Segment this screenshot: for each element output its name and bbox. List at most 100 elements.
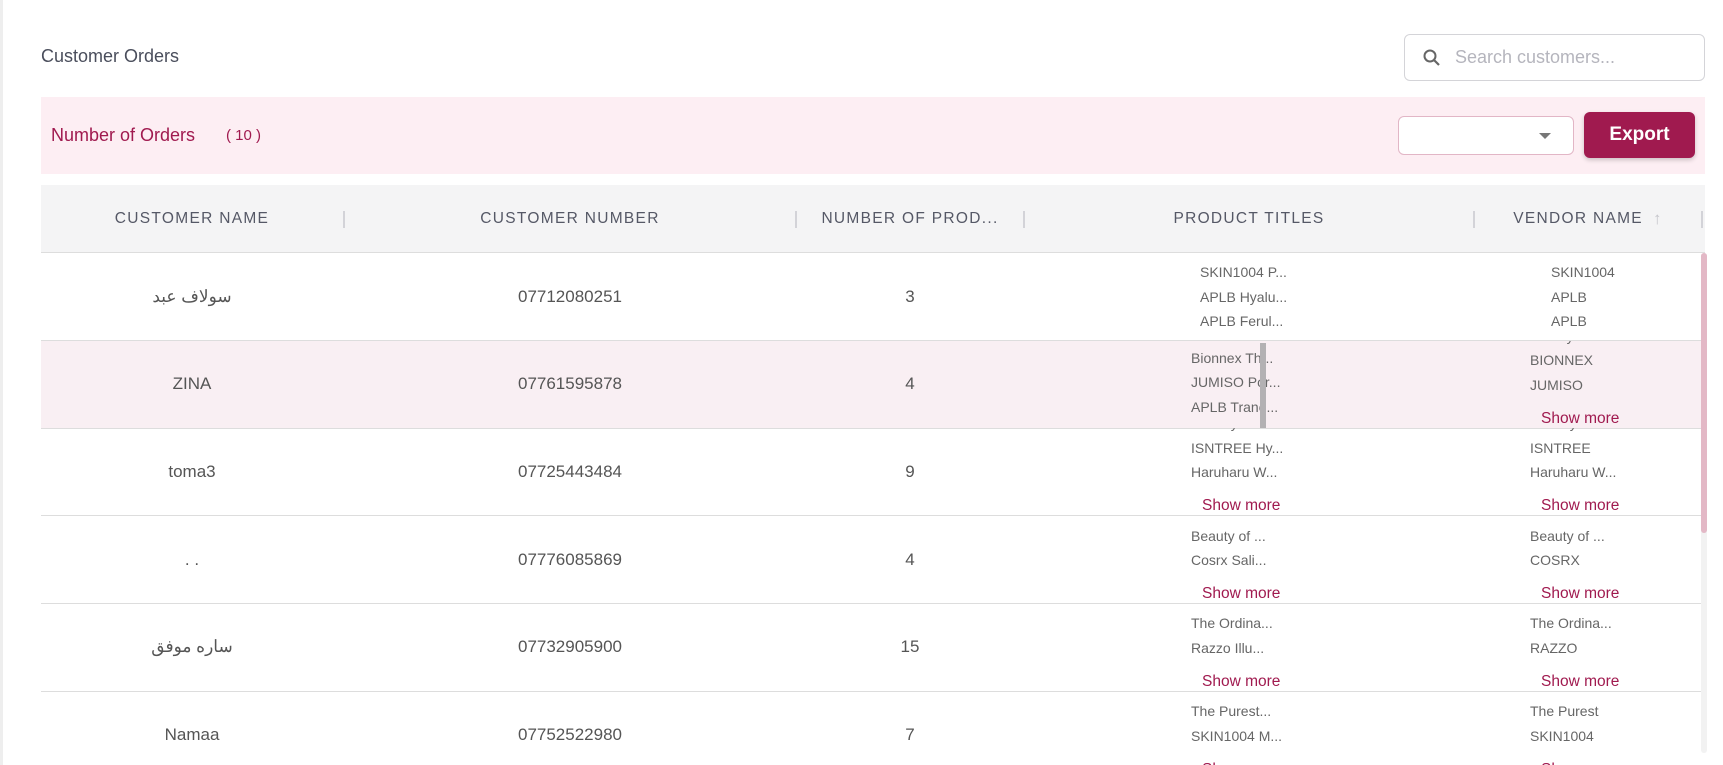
list-item: IUNIK (1530, 692, 1567, 696)
orders-count: ( 10 ) (226, 127, 262, 144)
product-count: 15 (900, 637, 920, 657)
product-count: 7 (905, 725, 915, 744)
list-item: Haruharu W... (1191, 464, 1278, 481)
table-scrollbar-thumb[interactable] (1701, 253, 1707, 533)
show-more-link[interactable]: Show more (1541, 585, 1620, 603)
table-row[interactable]: Namaa 07752522980 7 IUNIK Cent... The Purest… (41, 692, 1701, 765)
list-item: The Ordina... (1530, 604, 1612, 608)
customer-name: ZINA (172, 374, 212, 394)
list-item: ISNTREE (1530, 439, 1591, 456)
product-count: 4 (905, 549, 915, 569)
column-resize-handle[interactable] (1023, 211, 1025, 228)
show-more-link[interactable]: Show more (1202, 761, 1280, 765)
product-count: 9 (905, 461, 915, 481)
list-item: BIONNEX (1530, 352, 1594, 369)
table-row[interactable]: سولاف عبد 07712080251 3 SKIN1004 P... APLB H… (41, 253, 1701, 341)
orders-label: Number of Orders (51, 125, 196, 145)
list-item: Beauty of ... (1191, 527, 1266, 544)
list-item: JUMISO (1530, 376, 1583, 393)
list-item: SKIN1004 P... (1200, 264, 1287, 280)
vendor-names: The Ordina... The Ordina... RAZZO Show more (1530, 604, 1701, 691)
customer-number: 07712080251 (517, 286, 622, 306)
list-item: Cosrx Sali... (1191, 552, 1267, 569)
column-header-number-of-products[interactable]: NUMBER OF PROD... (821, 210, 999, 227)
column-header-product-titles[interactable]: PRODUCT TITLES (1173, 210, 1325, 227)
column-header-vendor-name[interactable]: VENDOR NAME ↑ (1475, 185, 1701, 253)
orders-toolbar: Number of Orders ( 10 ) Export (41, 97, 1705, 174)
search-input[interactable] (1455, 47, 1685, 68)
list-item: BIONNEX (1530, 516, 1593, 520)
list-item: The Ordina... (1191, 615, 1273, 632)
show-more-link[interactable]: Show more (1541, 761, 1619, 765)
list-item: Razzo Illu... (1191, 639, 1265, 656)
customer-number: 07761595878 (517, 374, 622, 394)
list-item: APLB Ferul... (1200, 313, 1284, 329)
list-item: Panoxyl Ac... (1191, 428, 1272, 432)
vendor-name-label: VENDOR NAME (1513, 210, 1643, 227)
chevron-down-icon (1539, 133, 1551, 139)
list-item: APLB Hyalu... (1200, 288, 1288, 305)
customer-name: ساره موفق (151, 637, 233, 657)
column-resize-handle[interactable] (795, 211, 797, 228)
show-more-link[interactable]: Show more (1202, 497, 1281, 515)
product-titles: SKIN1004 P... APLB Hyalu... APLB Ferul... (1200, 253, 1400, 340)
table-row[interactable]: ZINA 07761595878 4 Bionnex Th... JUMISO Por.… (41, 340, 1701, 429)
customer-number: 07725443484 (517, 461, 622, 481)
vendor-names: IUNIK The Purest SKIN1004 Show more (1530, 692, 1701, 765)
show-more-link[interactable]: Show more (1202, 672, 1281, 690)
customer-number: 07776085869 (517, 549, 622, 569)
column-header-customer-name[interactable]: CUSTOMER NAME (114, 210, 270, 227)
list-item: The Purest (1530, 703, 1599, 719)
list-item: APLB (1551, 288, 1587, 305)
column-resize-handle[interactable] (1473, 211, 1475, 228)
show-more-link[interactable]: Show more (1541, 497, 1620, 515)
list-item: COSRX (1530, 552, 1580, 569)
product-titles: Panoxyl Ac... ISNTREE Hy... Haruharu W... S… (1191, 428, 1391, 515)
customer-name: Namaa (164, 725, 220, 744)
search-icon (1423, 49, 1440, 66)
vendor-names: SKIN1004 APLB APLB (1551, 253, 1701, 340)
show-more-link[interactable]: Show more (1541, 409, 1620, 427)
table-row[interactable]: . . 07776085869 4 Bionnex Wh... Beauty of ..… (41, 516, 1701, 605)
table-header: CUSTOMER NAME CUSTOMER NUMBER NUMBER OF … (41, 185, 1705, 253)
table-row[interactable]: toma3 07725443484 9 Panoxyl Ac... ISNTREE Hy… (41, 428, 1701, 517)
customer-name: toma3 (168, 461, 216, 481)
customer-number: 07752522980 (517, 725, 622, 744)
customer-number: 07732905900 (517, 637, 622, 657)
show-more-link[interactable]: Show more (1202, 585, 1281, 603)
filter-select[interactable] (1398, 116, 1574, 155)
column-header-customer-number[interactable]: CUSTOMER NUMBER (480, 210, 660, 227)
cell-scrollbar[interactable] (1260, 343, 1266, 428)
vendor-names: Panoxyl ISNTREE Haruharu W... Show more (1530, 428, 1701, 515)
sort-arrow-up-icon[interactable]: ↑ (1652, 209, 1663, 228)
product-titles: Bionnex Wh... Beauty of ... Cosrx Sali... S… (1191, 516, 1391, 603)
list-item: The Purest... (1191, 703, 1272, 719)
list-item: Panoxyl (1530, 428, 1580, 432)
list-item: SKIN1004 (1530, 727, 1594, 744)
product-titles: The Ordina... The Ordina... Razzo Illu... S… (1191, 604, 1391, 691)
vendor-names: Beauty of ... BIONNEX JUMISO Show more (1530, 341, 1701, 428)
column-resize-handle[interactable] (1701, 211, 1703, 228)
table-scrollbar[interactable] (1701, 253, 1707, 753)
show-more-link[interactable]: Show more (1541, 672, 1620, 690)
product-titles: Bionnex Th... JUMISO Por... APLB Trane... (1191, 341, 1391, 428)
list-item: ISNTREE Hy... (1191, 439, 1284, 456)
list-item: Bionnex Wh... (1191, 516, 1278, 520)
product-count: 4 (905, 374, 915, 394)
list-item: Beauty of ... (1530, 341, 1605, 345)
table-body: سولاف عبد 07712080251 3 SKIN1004 P... APLB H… (41, 253, 1701, 765)
search-box[interactable] (1404, 34, 1705, 81)
list-item: The Ordina... (1530, 615, 1612, 632)
list-item: The Ordina... (1191, 604, 1273, 608)
column-resize-handle[interactable] (343, 211, 345, 228)
list-item: SKIN1004 (1551, 264, 1615, 280)
list-item: APLB Trane... (1191, 398, 1279, 415)
list-item: RAZZO (1530, 639, 1578, 656)
list-item: JUMISO Por... (1191, 374, 1281, 391)
list-item: IUNIK Cent... (1191, 692, 1273, 696)
customer-name: . . (184, 549, 200, 569)
list-item: SKIN1004 M... (1191, 727, 1283, 744)
product-count: 3 (905, 286, 915, 306)
export-button[interactable]: Export (1584, 112, 1695, 158)
